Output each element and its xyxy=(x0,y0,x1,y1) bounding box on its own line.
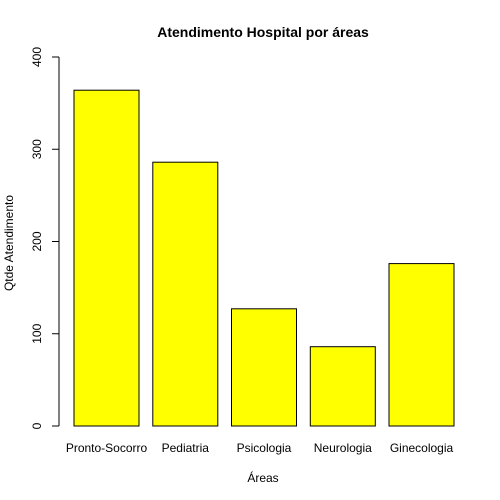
chart-title: Atendimento Hospital por áreas xyxy=(157,24,369,40)
y-tick-label: 100 xyxy=(30,323,44,343)
x-tick-labels: Pronto-Socorro Pediatria Psicologia Neurolo… xyxy=(66,441,454,455)
y-tick-label: 400 xyxy=(30,47,44,67)
y-axis-label: Qtde Atendimento xyxy=(2,195,16,291)
bar-ginecologia xyxy=(388,263,455,427)
x-tick-label: Ginecologia xyxy=(390,441,454,455)
x-tick-label: Neurologia xyxy=(314,441,372,455)
bar-psicologia xyxy=(231,308,297,427)
y-axis: 0 100 200 300 400 xyxy=(30,47,60,429)
x-axis-label: Áreas xyxy=(247,470,278,485)
y-tick-label: 300 xyxy=(30,139,44,159)
bar-pronto-socorro xyxy=(73,89,140,427)
y-tick-label: 200 xyxy=(30,231,44,251)
y-tick-label: 0 xyxy=(30,422,44,429)
x-tick-label: Pediatria xyxy=(162,441,210,455)
bars-group xyxy=(73,89,455,427)
x-tick-label: Psicologia xyxy=(237,441,292,455)
x-tick-label: Pronto-Socorro xyxy=(66,441,148,455)
bar-pediatria xyxy=(152,161,219,427)
bar-neurologia xyxy=(309,346,376,427)
